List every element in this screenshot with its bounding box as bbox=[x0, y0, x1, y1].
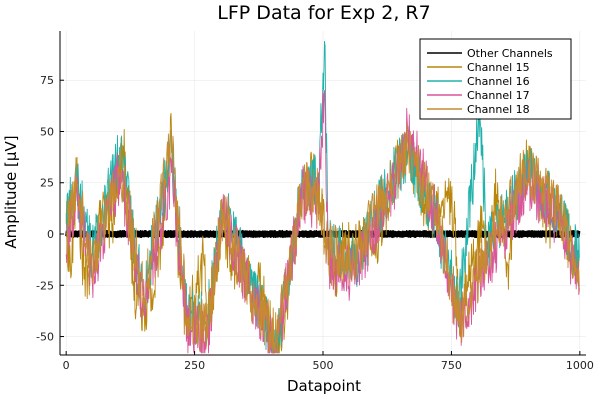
x-axis-label: Datapoint bbox=[287, 377, 361, 395]
y-tick-label: 50 bbox=[40, 125, 54, 138]
y-tick-label: -25 bbox=[36, 279, 54, 292]
legend-entry: Channel 18 bbox=[467, 103, 530, 116]
x-tick-label: 0 bbox=[63, 359, 70, 372]
legend-entry: Channel 16 bbox=[467, 75, 530, 88]
legend-entry: Channel 15 bbox=[467, 61, 530, 74]
y-tick-label: 0 bbox=[47, 228, 54, 241]
y-axis-label: Amplitude [μV] bbox=[2, 135, 20, 248]
tick-labels: 0 250 500 750 1000 -50 -25 0 25 50 75 bbox=[36, 74, 594, 372]
legend-entry: Other Channels bbox=[467, 47, 553, 60]
series-lines bbox=[65, 40, 581, 354]
y-tick-label: -50 bbox=[36, 331, 54, 344]
legend-entry: Channel 17 bbox=[467, 89, 530, 102]
chart-title: LFP Data for Exp 2, R7 bbox=[217, 2, 430, 24]
series-line-channel-18 bbox=[65, 123, 580, 354]
x-tick-label: 500 bbox=[313, 359, 334, 372]
x-tick-label: 750 bbox=[441, 359, 462, 372]
y-tick-label: 75 bbox=[40, 74, 54, 87]
y-tick-label: 25 bbox=[40, 177, 54, 190]
x-tick-label: 250 bbox=[184, 359, 205, 372]
x-tick-label: 1000 bbox=[566, 359, 594, 372]
